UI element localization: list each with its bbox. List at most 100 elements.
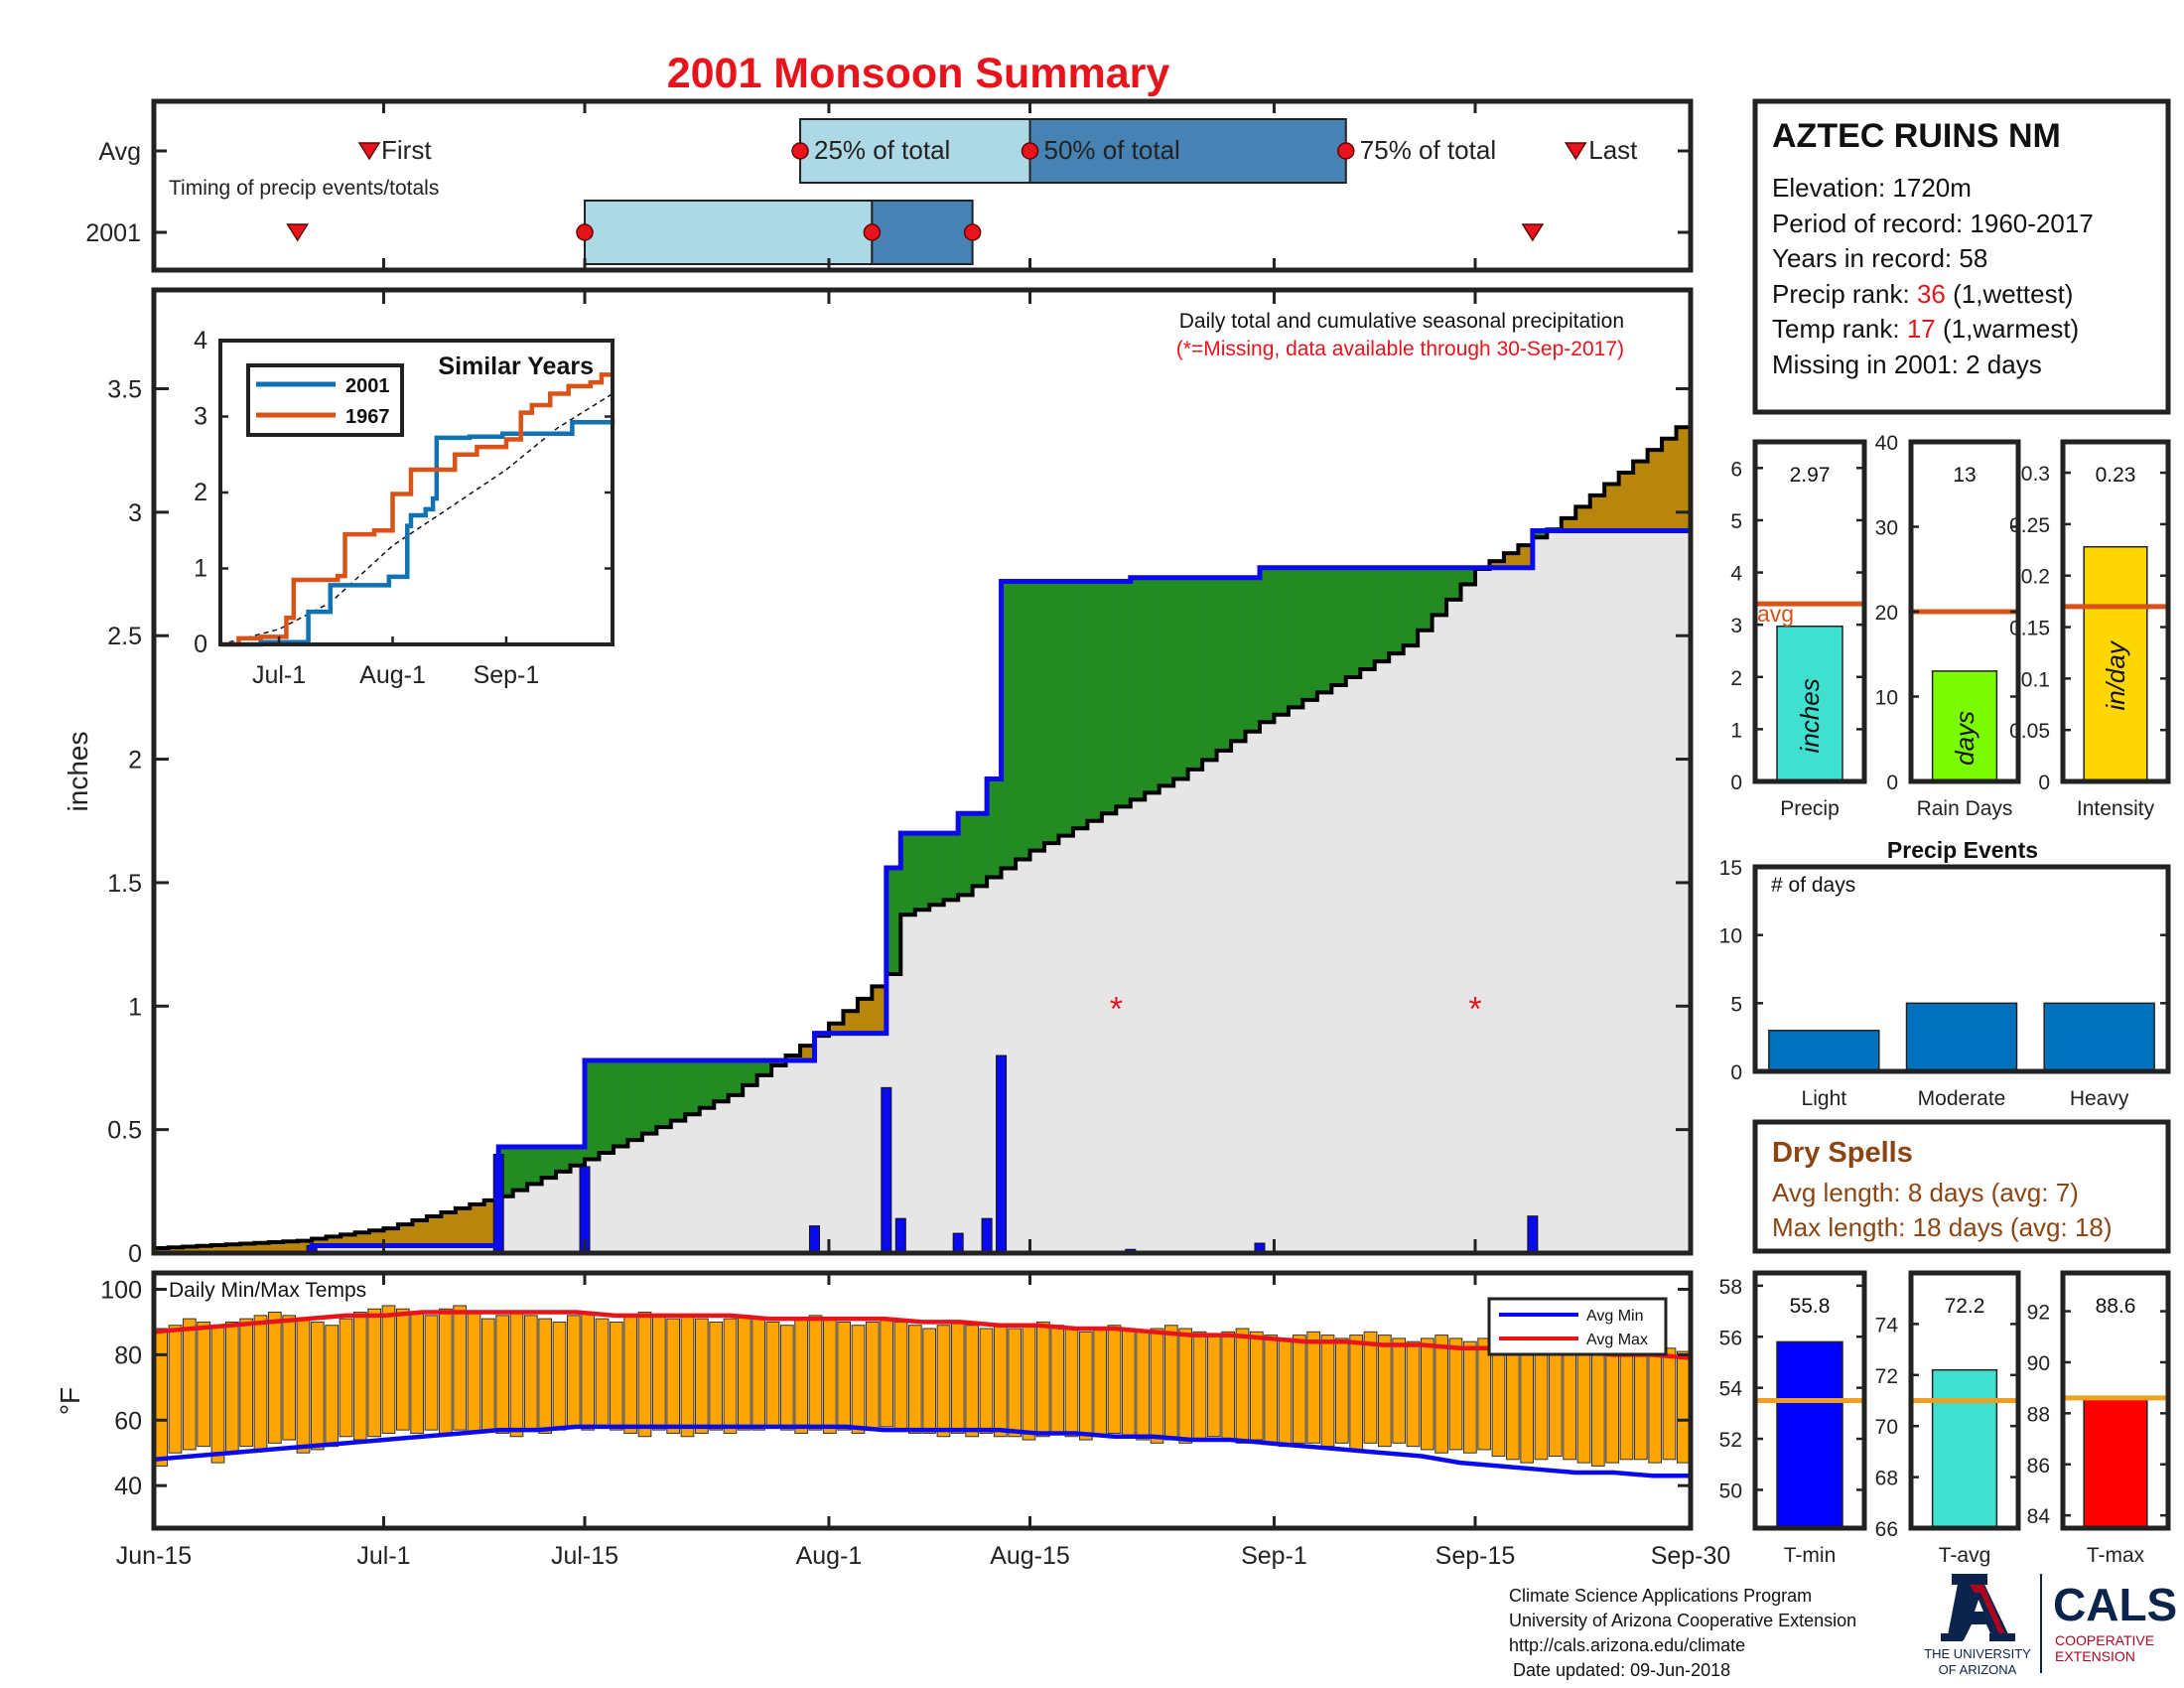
similar-years-inset: 0 1 2 3 4 Jul-1 Aug-1 Sep-1 Similar Years 2001 … — [194, 327, 615, 689]
surplus-fill-strip — [1331, 567, 1347, 685]
deficit-fill-strip — [412, 1220, 428, 1246]
mini-panel-label: Intensity — [2077, 797, 2155, 820]
deficit-fill-strip — [1503, 553, 1519, 568]
deficit-fill-strip — [254, 1242, 270, 1253]
footer: Climate Science Applications Program Uni… — [1509, 1586, 1856, 1680]
timing-panel: First 25% of total 50% of total 75% of tota… — [85, 98, 1694, 273]
deficit-fill-strip — [1618, 473, 1634, 531]
x-tick-label: Aug-1 — [796, 1542, 863, 1570]
daily-temp-bar — [1078, 1331, 1093, 1441]
surplus-fill-strip — [1173, 577, 1189, 779]
deficit-fill-strip — [455, 1207, 471, 1246]
dry-spells-max-length: Max length: 18 days (avg: 18) — [1772, 1212, 2113, 1242]
surplus-fill-strip — [1058, 581, 1074, 836]
footer-date-updated: Date updated: 09-Jun-2018 — [1513, 1660, 1730, 1680]
station-period: Period of record: 1960-2017 — [1772, 209, 2094, 238]
inset-x-tick-label: Aug-1 — [359, 661, 426, 689]
surplus-fill-strip — [1216, 577, 1232, 751]
inset-series-1967 — [220, 372, 613, 647]
mini-panel-label: T-max — [2087, 1544, 2145, 1567]
daily-temp-bar — [1619, 1350, 1634, 1461]
dry-spells-frame — [1752, 1119, 2171, 1254]
daily-temp-bar — [1420, 1337, 1434, 1451]
deficit-fill-strip — [383, 1228, 399, 1246]
daily-temp-bar — [1035, 1321, 1050, 1438]
daily-temps-chart: 40 60 80 100 °F Daily Min/Max Temps Avg Min… — [55, 1270, 1694, 1531]
deficit-fill-strip — [843, 1011, 859, 1034]
daily-temp-bar — [1349, 1335, 1364, 1451]
mini-panel-label: T-avg — [1939, 1544, 1991, 1567]
surplus-fill-strip — [1116, 581, 1132, 807]
surplus-fill-strip — [1274, 567, 1290, 715]
cals-logo-sub-2: EXTENSION — [2055, 1648, 2135, 1664]
daily-temp-bar — [1605, 1347, 1620, 1464]
ua-logo-text-1: THE UNIVERSITY — [1924, 1646, 2031, 1661]
main-chart-note: Daily total and cumulative seasonal prec… — [1179, 310, 1624, 333]
daily-temp-bar — [410, 1312, 425, 1434]
surplus-fill-strip — [656, 1060, 672, 1128]
daily-temp-bar — [395, 1308, 410, 1431]
daily-temp-bar — [637, 1312, 652, 1438]
inset-y-tick-label: 3 — [194, 403, 207, 431]
surplus-fill-strip — [1245, 577, 1261, 732]
daily-temp-bar — [651, 1315, 666, 1431]
main-y-tick-label: 3.5 — [107, 375, 142, 403]
surplus-fill-strip — [627, 1060, 643, 1141]
mini-panel-frame — [1752, 1270, 1867, 1531]
mini-y-tick-label: 70 — [1875, 1416, 1898, 1439]
daily-precip-bar — [881, 1086, 892, 1254]
x-tick-label: Aug-15 — [990, 1542, 1070, 1570]
mini-y-tick-label: 68 — [1875, 1468, 1898, 1490]
surplus-fill-strip — [1389, 567, 1405, 654]
timing-label-25: 25% of total — [814, 135, 950, 165]
daily-precip-bar — [808, 1225, 820, 1254]
surplus-fill-strip — [728, 1060, 744, 1095]
daily-temp-bar — [1221, 1331, 1236, 1441]
station-years: Years in record: 58 — [1772, 243, 1987, 273]
timing-2001-box-50-75 — [871, 200, 974, 265]
daily-temp-bar — [1178, 1328, 1193, 1444]
daily-temp-bar — [1377, 1335, 1392, 1448]
dry-spells-title: Dry Spells — [1772, 1137, 1913, 1169]
timing-2001-marker-p50 — [863, 223, 882, 241]
mini-bar-intensity — [2083, 545, 2148, 782]
deficit-fill-strip — [225, 1244, 241, 1253]
daily-temp-bar — [438, 1308, 453, 1434]
daily-temp-bar — [1249, 1331, 1264, 1441]
footer-university: University of Arizona Cooperative Extens… — [1509, 1611, 1856, 1630]
inset-legend-1967-label: 1967 — [345, 406, 390, 428]
daily-temp-bar — [950, 1321, 965, 1434]
daily-temp-bar — [1050, 1325, 1065, 1434]
timing-avg-marker-p25 — [791, 142, 809, 160]
daily-temp-bar — [837, 1321, 852, 1431]
daily-temp-bar — [381, 1305, 396, 1434]
station-temp-rank: Temp rank: 17 (1,warmest) — [1772, 314, 2079, 344]
mini-y-tick-label: 0.15 — [2009, 618, 2050, 640]
mini-y-tick-label: 20 — [1875, 602, 1898, 625]
daily-temp-bar — [794, 1318, 809, 1434]
surplus-fill-strip — [1101, 581, 1117, 814]
mini-bar-unit-label: days — [1950, 711, 1979, 766]
daily-precip-bar — [952, 1232, 964, 1254]
daily-temp-bar — [310, 1321, 325, 1451]
main-y-tick-label: 0 — [128, 1240, 142, 1268]
timing-2001-marker-p75 — [963, 223, 982, 241]
mini-y-tick-label: 40 — [1875, 432, 1898, 455]
daily-temp-bar — [822, 1318, 837, 1434]
x-tick-label: Sep-30 — [1651, 1542, 1731, 1570]
timing-label-50: 50% of total — [1044, 135, 1180, 165]
surplus-fill-strip — [1145, 577, 1160, 793]
temp-legend-avg-max-label: Avg Max — [1586, 1332, 1648, 1348]
timing-2001-marker-p25 — [576, 223, 594, 241]
surplus-fill-strip — [1016, 581, 1031, 860]
surplus-fill-strip — [714, 1060, 730, 1102]
timing-label-75: 75% of total — [1360, 135, 1496, 165]
daily-temp-bar — [1008, 1328, 1023, 1438]
daily-temp-bar — [523, 1315, 538, 1431]
daily-temp-bar — [808, 1315, 823, 1431]
main-y-tick-label: 0.5 — [107, 1117, 142, 1145]
surplus-fill-strip — [1302, 567, 1318, 700]
daily-precip-bar — [1527, 1215, 1539, 1254]
surplus-fill-strip — [1072, 581, 1088, 829]
